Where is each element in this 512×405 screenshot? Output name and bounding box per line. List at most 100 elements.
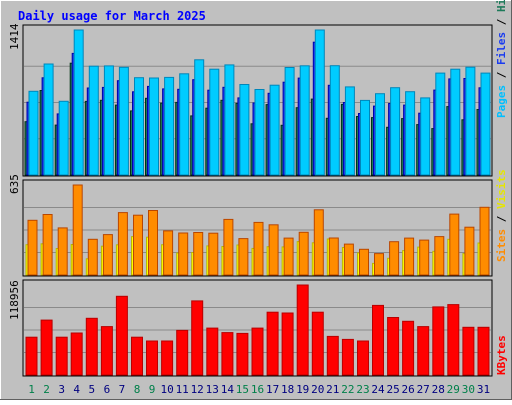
hits-bar-hits-day-27	[420, 97, 431, 176]
hits-bar-hits-day-2	[43, 63, 54, 176]
day-label-22: 22	[341, 383, 354, 396]
day-label-31: 31	[477, 383, 490, 396]
kbytes-bar-kbytes-day-5	[85, 317, 98, 376]
visits-bar-visits-day-3	[57, 227, 68, 276]
visits-bar-visits-day-21	[328, 237, 339, 276]
hits-bar-hits-day-10	[164, 76, 175, 176]
visits-bar-visits-day-18	[283, 237, 294, 276]
kbytes-bar-kbytes-day-22	[341, 338, 354, 376]
visits-bar-visits-day-25	[389, 241, 400, 276]
visits-bar-visits-day-7	[117, 212, 128, 276]
hits-bar-hits-day-6	[103, 65, 114, 176]
hits-legend: Pages / Files / Hits	[495, 0, 508, 118]
hits-bar-hits-day-11	[179, 73, 190, 176]
kbytes-bar-kbytes-day-8	[131, 336, 143, 376]
day-label-9: 9	[149, 383, 156, 396]
kbytes-bar-kbytes-day-25	[387, 317, 400, 376]
visits-bar-visits-day-19	[298, 231, 309, 276]
kbytes-bar-kbytes-day-23	[357, 340, 369, 376]
hits-bar-hits-day-16	[254, 89, 265, 176]
legend-files: Files	[495, 32, 508, 65]
hits-bar-hits-day-22	[344, 86, 355, 176]
day-label-25: 25	[386, 383, 399, 396]
hits-bar-hits-day-3	[58, 100, 69, 176]
visits-bar-visits-day-31	[479, 206, 490, 276]
legend-visits: Visits	[495, 169, 508, 209]
hits-bar-hits-day-25	[390, 87, 401, 176]
hits-bar-hits-day-20	[314, 29, 325, 176]
kbytes-bar-kbytes-day-4	[70, 332, 83, 376]
day-label-5: 5	[88, 383, 95, 396]
day-label-14: 14	[221, 383, 235, 396]
day-label-6: 6	[104, 383, 111, 396]
kbytes-ymax-label: 118956	[8, 280, 21, 320]
day-label-13: 13	[206, 383, 219, 396]
kbytes-legend: KBytes	[495, 335, 508, 375]
visits-bar-visits-day-30	[464, 226, 475, 276]
visits-bar-visits-day-1	[27, 219, 38, 276]
visits-panel: 635 Sites / Visits	[8, 169, 508, 277]
day-label-24: 24	[371, 383, 385, 396]
hits-bar-hits-day-5	[88, 65, 99, 176]
day-label-19: 19	[296, 383, 309, 396]
visits-bar-visits-day-24	[374, 253, 384, 276]
hits-bar-hits-day-1	[28, 90, 39, 176]
hits-bar-hits-day-9	[149, 77, 159, 176]
day-label-4: 4	[73, 383, 80, 396]
hits-bar-hits-day-13	[209, 68, 220, 176]
day-label-10: 10	[160, 383, 173, 396]
visits-bar-visits-day-9	[148, 210, 158, 276]
kbytes-bar-kbytes-day-13	[206, 327, 219, 376]
visits-bar-visits-day-2	[42, 214, 53, 276]
visits-bar-visits-day-12	[193, 232, 204, 276]
kbytes-bar-kbytes-day-17	[266, 311, 279, 376]
hits-bar-hits-day-30	[465, 66, 476, 176]
day-label-29: 29	[447, 383, 460, 396]
kbytes-bar-kbytes-day-10	[161, 340, 174, 376]
kbytes-bar-kbytes-day-1	[25, 336, 38, 376]
kbytes-bar-kbytes-day-16	[251, 327, 264, 376]
hits-bar-hits-day-24	[375, 93, 385, 176]
visits-bar-visits-day-10	[163, 230, 174, 276]
kbytes-bar-kbytes-day-31	[477, 326, 490, 376]
day-label-17: 17	[266, 383, 279, 396]
day-label-2: 2	[43, 383, 50, 396]
day-label-11: 11	[176, 383, 189, 396]
hits-bar-hits-day-18	[284, 67, 295, 176]
hits-bar-hits-day-7	[118, 66, 129, 176]
visits-legend: Sites / Visits	[495, 169, 508, 262]
visits-bar-visits-day-15	[238, 238, 249, 276]
kbytes-bar-kbytes-day-29	[447, 304, 460, 376]
hits-bar-hits-day-21	[329, 65, 340, 176]
kbytes-bar-kbytes-day-9	[146, 340, 158, 376]
kbytes-bar-kbytes-day-21	[326, 335, 339, 376]
day-label-18: 18	[281, 383, 294, 396]
visits-bar-visits-day-6	[102, 234, 113, 276]
visits-bar-visits-day-26	[404, 237, 415, 276]
day-label-3: 3	[58, 383, 65, 396]
kbytes-bar-kbytes-day-2	[40, 319, 53, 376]
kbytes-bar-kbytes-day-12	[191, 300, 204, 376]
visits-bar-visits-day-28	[434, 236, 445, 276]
hits-bar-hits-day-15	[239, 84, 250, 176]
legend-sep-2: /	[495, 18, 508, 25]
hits-bar-hits-day-28	[435, 72, 446, 176]
kbytes-bar-kbytes-day-30	[462, 326, 475, 376]
kbytes-bar-kbytes-day-15	[236, 332, 249, 376]
kbytes-bar-kbytes-day-7	[115, 295, 128, 376]
visits-bar-visits-day-4	[72, 184, 83, 276]
day-label-12: 12	[191, 383, 204, 396]
kbytes-bar-kbytes-day-28	[432, 306, 445, 376]
hits-bar-hits-day-4	[73, 29, 84, 176]
kbytes-bar-kbytes-day-27	[417, 326, 430, 376]
hits-bar-hits-day-23	[360, 99, 370, 176]
legend-kbytes: KBytes	[495, 335, 508, 375]
kbytes-bar-kbytes-day-26	[402, 320, 415, 376]
legend-sep-1: /	[495, 71, 508, 78]
day-label-28: 28	[432, 383, 445, 396]
visits-bar-visits-day-16	[253, 221, 264, 276]
hits-bar-hits-day-12	[194, 59, 205, 176]
legend-pages: Pages	[495, 85, 508, 118]
kbytes-bar-kbytes-day-11	[176, 329, 189, 376]
